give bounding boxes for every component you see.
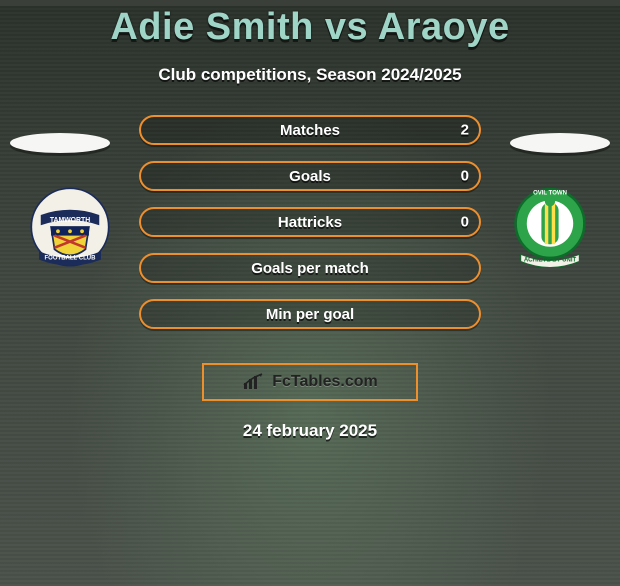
stat-label: Goals <box>289 168 331 185</box>
crest-left-top-text: TAMWORTH <box>50 217 90 224</box>
subtitle: Club competitions, Season 2024/2025 <box>0 65 620 85</box>
club-crest-left: TAMWORTH FOOTBALL CLUB <box>20 184 120 270</box>
stat-row: Hattricks 0 <box>139 207 481 237</box>
player-photo-left <box>10 133 110 153</box>
player-photo-right <box>510 133 610 153</box>
chart-icon <box>242 373 264 391</box>
stat-row: Goals 0 <box>139 161 481 191</box>
brand-box: FcTables.com <box>202 363 418 401</box>
svg-text:OVIL TOWN: OVIL TOWN <box>533 190 567 196</box>
crest-right-motto: ACHIEVE BY UNIT <box>524 257 577 263</box>
stat-label: Hattricks <box>278 214 342 231</box>
stat-value-right: 0 <box>461 168 469 185</box>
stat-label: Min per goal <box>266 306 354 323</box>
stat-row: Min per goal <box>139 299 481 329</box>
stat-value-right: 2 <box>461 122 469 139</box>
date-label: 24 february 2025 <box>0 421 620 441</box>
club-crest-right: ACHIEVE BY UNIT OVIL TOWN <box>500 184 600 270</box>
stat-row: Goals per match <box>139 253 481 283</box>
page-title: Adie Smith vs Araoye <box>0 6 620 49</box>
stat-label: Matches <box>280 122 340 139</box>
stat-value-right: 0 <box>461 214 469 231</box>
crest-left-bottom-text: FOOTBALL CLUB <box>44 256 96 262</box>
stat-row: Matches 2 <box>139 115 481 145</box>
brand-text: FcTables.com <box>272 373 378 391</box>
stat-label: Goals per match <box>251 260 369 277</box>
